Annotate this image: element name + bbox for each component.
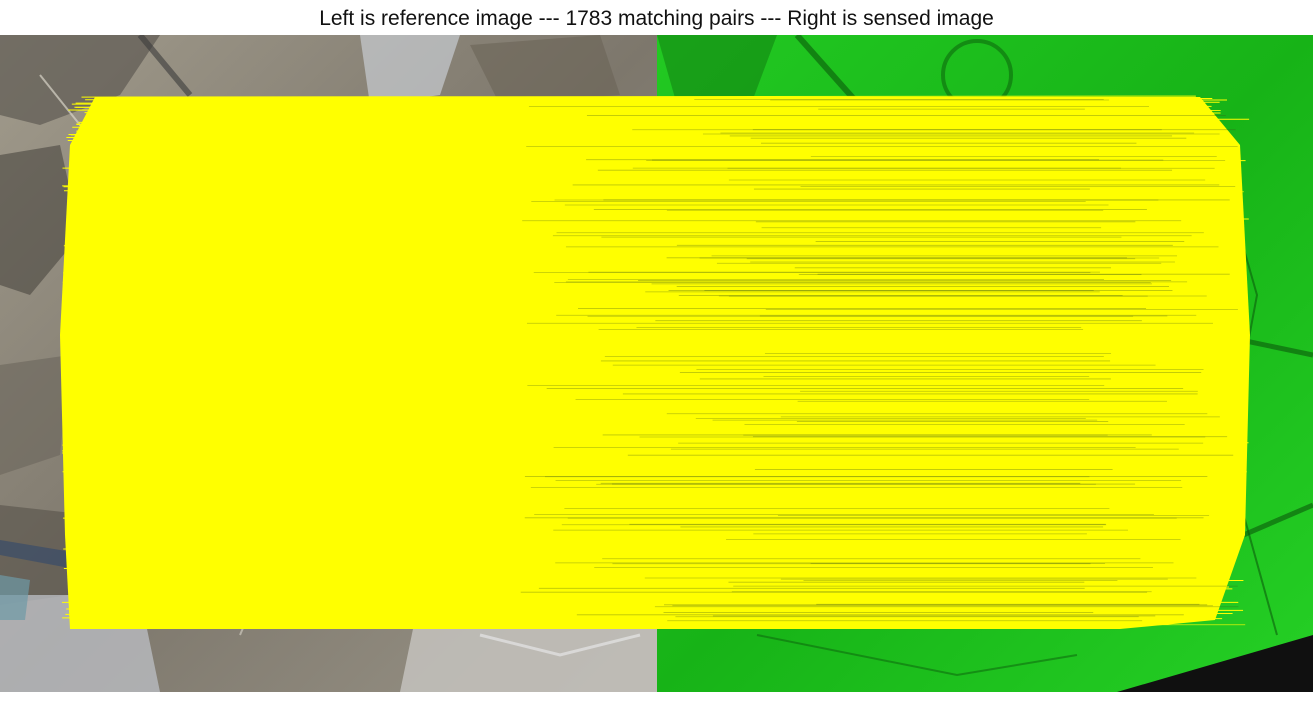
reference-image-texture (0, 35, 657, 692)
sensed-image-texture (657, 35, 1313, 692)
figure-title: Left is reference image --- 1783 matchin… (0, 6, 1313, 32)
sensed-image (657, 35, 1313, 692)
reference-image (0, 35, 657, 692)
